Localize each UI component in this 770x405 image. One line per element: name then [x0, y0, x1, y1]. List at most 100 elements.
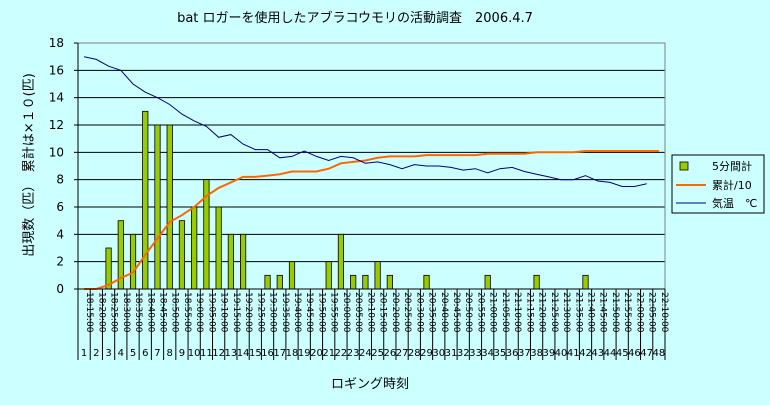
- x-index-label: 24: [359, 348, 372, 359]
- x-index-label: 43: [591, 348, 604, 359]
- x-index-label: 5: [130, 348, 136, 359]
- x-index-label: 36: [506, 348, 519, 359]
- x-tick-label: 20:10:00: [365, 292, 375, 333]
- bar: [178, 220, 186, 290]
- bar: [337, 233, 345, 290]
- x-tick-label: 19:20:00: [243, 292, 253, 333]
- x-tick-label: 19:15:00: [231, 292, 241, 333]
- x-index-label: 41: [567, 348, 580, 359]
- x-index-label: 27: [396, 348, 409, 359]
- x-index-label: 48: [653, 348, 666, 359]
- x-tick-label: 21:10:00: [512, 292, 522, 333]
- y-tick-label: 4: [56, 227, 64, 241]
- x-tick-label: 22:10:00: [659, 292, 669, 333]
- x-index-label: 14: [237, 348, 250, 359]
- bar: [154, 124, 161, 290]
- x-tick-label: 21:25:00: [549, 292, 559, 333]
- bar: [350, 274, 357, 290]
- x-index-label: 44: [604, 348, 617, 359]
- x-tick-label: 20:30:00: [414, 292, 424, 333]
- x-tick-label: 20:00:00: [341, 292, 351, 333]
- x-tick-label: 20:45:00: [451, 292, 461, 333]
- x-index-label: 22: [335, 348, 348, 359]
- x-index-label: 29: [420, 348, 433, 359]
- x-index-label: 9: [179, 348, 185, 359]
- bars: [105, 110, 589, 290]
- x-tick-label: 19:00:00: [194, 292, 204, 333]
- x-index-label: 21: [322, 348, 335, 359]
- x-tick-label: 20:35:00: [427, 292, 437, 333]
- x-tick-label: 21:20:00: [537, 292, 547, 333]
- x-index-label: 1: [81, 348, 87, 359]
- x-index-label: 42: [579, 348, 592, 359]
- x-tick-label: 19:55:00: [329, 292, 339, 333]
- x-index-label: 34: [481, 348, 494, 359]
- bar: [276, 274, 283, 290]
- x-tick-label: 18:35:00: [133, 292, 143, 333]
- bar: [374, 261, 381, 290]
- x-index-label: 25: [371, 348, 384, 359]
- bar: [533, 274, 540, 290]
- x-tick-labels: 18:15:00 18:20:00 18:25:00 18:30:00 18:35:00…: [84, 292, 669, 333]
- bar: [129, 233, 137, 290]
- bar: [191, 206, 198, 290]
- x-index-label: 18: [286, 348, 299, 359]
- bar: [227, 233, 234, 290]
- x-tick-label: 22:00:00: [634, 292, 644, 333]
- y-tick-label: 2: [56, 255, 64, 269]
- y-tick-label: 10: [49, 145, 64, 159]
- bar: [325, 261, 332, 290]
- bar: [423, 274, 430, 290]
- x-index-label: 11: [200, 348, 213, 359]
- x-index-label: 33: [469, 348, 482, 359]
- y-tick-label: 12: [49, 118, 64, 132]
- legend: 5分間計 累計/10 気温 ℃: [671, 154, 765, 214]
- y-tick-label: 18: [49, 36, 64, 50]
- x-tick-label: 20:05:00: [353, 292, 363, 333]
- y-axis-label: 出現数（匹） 累計は×１０(匹): [21, 73, 37, 257]
- x-tick-label: 18:15:00: [84, 292, 94, 333]
- x-index-label: 15: [249, 348, 262, 359]
- grid: [74, 42, 665, 290]
- x-index-label: 10: [188, 348, 201, 359]
- x-tick-label: 19:25:00: [255, 292, 265, 333]
- axes: [77, 42, 666, 360]
- x-tick-label: 19:45:00: [304, 292, 314, 333]
- y-tick-label: 16: [49, 63, 64, 77]
- x-tick-label: 20:25:00: [402, 292, 412, 333]
- x-index-label: 12: [212, 348, 225, 359]
- x-tick-label: 21:55:00: [622, 292, 632, 333]
- x-index-label: 39: [542, 348, 555, 359]
- x-tick-label: 21:00:00: [488, 292, 498, 333]
- y-tick-label: 14: [49, 91, 64, 105]
- x-tick-label: 20:50:00: [463, 292, 473, 333]
- x-index-label: 16: [261, 348, 274, 359]
- x-index-label: 28: [408, 348, 421, 359]
- bar: [240, 233, 247, 290]
- x-index-label: 23: [347, 348, 360, 359]
- y-tick-label: 8: [56, 173, 64, 187]
- bar: [582, 274, 589, 290]
- x-index-labels: 1 2 3 4 5 6 7 8 9 10 11 12 13 14 15 16 17 18 19 20 21 22 23 24 2…: [81, 348, 665, 359]
- x-tick-label: 18:40:00: [145, 292, 155, 333]
- y-tick-labels: 0 2 4 6 8 10 12 14 16 18: [49, 36, 64, 296]
- x-tick-label: 18:25:00: [109, 292, 119, 333]
- x-tick-label: 22:05:00: [647, 292, 657, 333]
- legend-label-bar: 5分間計: [712, 159, 752, 173]
- bar: [264, 274, 271, 290]
- x-index-label: 2: [93, 348, 99, 359]
- x-tick-label: 21:05:00: [500, 292, 510, 333]
- x-tick-label: 18:50:00: [170, 292, 180, 333]
- x-tick-label: 18:20:00: [96, 292, 106, 333]
- bar: [362, 274, 369, 290]
- x-index-label: 17: [273, 348, 286, 359]
- x-index-label: 38: [530, 348, 543, 359]
- x-index-label: 13: [224, 348, 237, 359]
- x-tick-label: 19:40:00: [292, 292, 302, 333]
- x-tick-label: 19:35:00: [280, 292, 290, 333]
- x-tick-label: 18:30:00: [121, 292, 131, 333]
- x-tick-label: 20:20:00: [390, 292, 400, 333]
- x-tick-label: 21:40:00: [586, 292, 596, 333]
- x-index-label: 30: [432, 348, 445, 359]
- plot-area-border: [77, 42, 666, 290]
